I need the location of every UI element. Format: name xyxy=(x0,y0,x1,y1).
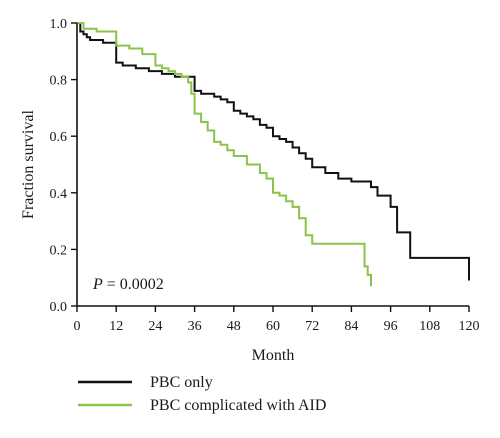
p-value-annotation: P = 0.0002 xyxy=(92,276,164,293)
x-tick-label: 60 xyxy=(266,319,280,334)
y-axis-title: Fraction survival xyxy=(20,110,37,219)
x-tick-label: 84 xyxy=(344,319,358,334)
x-tick-label: 0 xyxy=(74,319,81,334)
legend-label-pbc-only: PBC only xyxy=(150,374,213,391)
x-tick-label: 12 xyxy=(109,319,123,334)
y-ticks: 0.0 0.2 0.4 0.6 0.8 1.0 xyxy=(50,17,77,315)
x-tick-label: 96 xyxy=(384,319,398,334)
x-tick-label: 72 xyxy=(305,319,319,334)
x-tick-label: 120 xyxy=(459,319,480,334)
x-tick-label: 24 xyxy=(148,319,162,334)
x-tick-label: 48 xyxy=(227,319,241,334)
x-axis-title: Month xyxy=(252,347,295,364)
x-tick-label: 108 xyxy=(419,319,440,334)
series-line-pbc-aid xyxy=(77,22,372,287)
legend-label-pbc-aid: PBC complicated with AID xyxy=(150,397,326,414)
series-line-pbc-only xyxy=(77,22,470,281)
p-value-text: = 0.0002 xyxy=(103,276,164,293)
p-value-letter: P xyxy=(92,276,103,293)
legend: PBC only PBC complicated with AID xyxy=(78,374,326,414)
x-tick-label: 36 xyxy=(188,319,202,334)
y-tick-label: 0.8 xyxy=(50,74,68,89)
plot-lines xyxy=(77,22,470,287)
y-tick-label: 0.0 xyxy=(50,300,68,315)
y-tick-label: 0.4 xyxy=(50,187,68,202)
y-tick-label: 0.6 xyxy=(50,130,68,145)
x-ticks: 0 12 24 36 48 60 72 84 96 108 120 xyxy=(74,306,480,334)
y-tick-label: 0.2 xyxy=(50,243,68,258)
y-tick-label: 1.0 xyxy=(50,17,68,32)
